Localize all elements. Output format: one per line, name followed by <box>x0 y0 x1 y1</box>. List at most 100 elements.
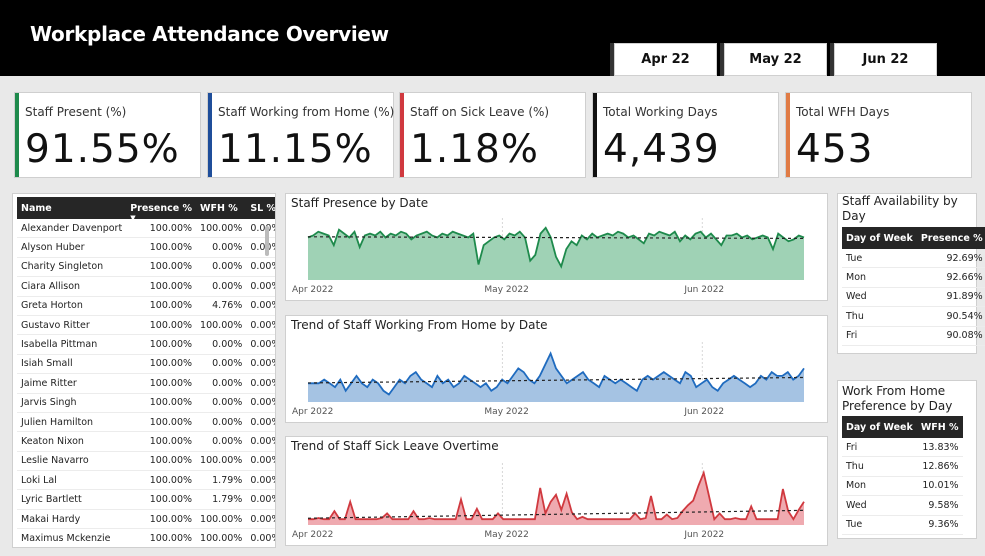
cell-value: 0.00% <box>246 219 275 239</box>
table-row[interactable]: Mon 10.01% <box>842 476 963 497</box>
cell-label: Leslie Navarro <box>17 451 127 472</box>
cell-label: Wed <box>842 495 917 516</box>
cell-value: 100.00% <box>126 509 197 530</box>
table-row[interactable]: Fri 90.08% <box>842 326 985 346</box>
kpi-accent-bar <box>400 93 404 177</box>
cell-label: Wed <box>842 287 917 308</box>
kpi-accent-bar <box>15 93 19 177</box>
cell-label: Mon <box>842 267 917 288</box>
page-title: Workplace Attendance Overview <box>30 22 389 46</box>
wfh-chart: Apr 2022 May 2022 Jun 2022 <box>292 342 805 417</box>
cell-value: 0.00% <box>196 257 247 278</box>
cell-label: Ciara Allison <box>17 276 127 297</box>
cell-label: Maximus Mckenzie <box>17 528 127 547</box>
cell-value: 100.00% <box>126 276 197 297</box>
cell-value: 0.00% <box>196 431 247 452</box>
cell-value: 0.00% <box>196 412 247 433</box>
cell-value: 0.00% <box>196 334 247 355</box>
cell-value: 0.00% <box>246 412 275 433</box>
col-day-header[interactable]: Day of Week <box>842 416 917 438</box>
col-day-header[interactable]: Day of Week <box>842 227 917 249</box>
table-row[interactable]: Wed 9.58% <box>842 495 963 516</box>
kpi-working-days: Total Working Days 4,439 <box>592 92 779 178</box>
x-tick-label: Jun 2022 <box>683 530 724 540</box>
cell-value: 100.00% <box>196 509 247 530</box>
cell-label: Keaton Nixon <box>17 431 127 452</box>
kpi-label: Staff on Sick Leave (%) <box>410 105 550 119</box>
table-row[interactable]: Tue 92.69% <box>842 249 985 269</box>
x-tick-label: May 2022 <box>484 530 528 540</box>
col-presence-header[interactable]: ▼ Presence % <box>126 197 197 222</box>
cell-value: 0.00% <box>246 296 275 316</box>
month-filter-may[interactable]: May 22 <box>724 43 827 76</box>
cell-value: 100.00% <box>196 219 247 239</box>
cell-label: Gustavo Ritter <box>17 315 127 336</box>
cell-value: 0.00% <box>246 354 275 375</box>
cell-value: 0.00% <box>196 393 247 413</box>
kpi-label: Total Working Days <box>603 105 718 119</box>
cell-value: 0.00% <box>246 373 275 394</box>
cell-value: 100.00% <box>126 431 197 452</box>
month-filter-apr[interactable]: Apr 22 <box>614 43 717 76</box>
x-tick-label: Apr 2022 <box>292 530 333 540</box>
cell-label: Julien Hamilton <box>17 412 127 433</box>
table-header-row: Day of Week WFH % <box>842 416 963 438</box>
cell-label: Jaime Ritter <box>17 373 127 394</box>
kpi-accent-bar <box>593 93 597 177</box>
col-presence-header[interactable]: Presence % <box>916 227 985 249</box>
cell-label: Jarvis Singh <box>17 393 127 413</box>
cell-value: 0.00% <box>196 276 247 297</box>
col-name-header[interactable]: Name <box>17 197 127 219</box>
x-tick-label: Jun 2022 <box>683 407 724 417</box>
col-wfh-header[interactable]: WFH % <box>196 197 247 219</box>
table-row[interactable]: Thu 90.54% <box>842 306 985 327</box>
cell-label: Isiah Small <box>17 354 127 375</box>
cell-value: 100.00% <box>196 451 247 472</box>
sort-desc-icon: ▼ <box>130 213 136 222</box>
table-scrollbar[interactable] <box>265 226 269 256</box>
cell-label: Alyson Huber <box>17 237 127 258</box>
table-row[interactable]: Tue 9.36% <box>842 515 963 535</box>
table-row[interactable]: Thu 12.86% <box>842 456 963 477</box>
cell-value: 10.01% <box>916 476 963 497</box>
cell-value: 100.00% <box>196 315 247 336</box>
table-row[interactable]: Wed 91.89% <box>842 287 985 308</box>
col-sl-header[interactable]: SL % <box>246 197 275 219</box>
trend-line <box>307 236 805 240</box>
area-fill <box>308 227 804 280</box>
cell-label: Charity Singleton <box>17 257 127 278</box>
kpi-wfh-days: Total WFH Days 453 <box>785 92 972 178</box>
kpi-accent-bar <box>208 93 212 177</box>
cell-value: 100.00% <box>126 315 197 336</box>
kpi-staff-present: Staff Present (%) 91.55% <box>14 92 201 178</box>
cell-value: 0.00% <box>246 257 275 278</box>
cell-value: 100.00% <box>126 334 197 355</box>
wfh-preference-title: Work From Home Preference by Day <box>842 384 953 413</box>
table-row[interactable]: Mon 92.66% <box>842 267 985 288</box>
col-presence-label: Presence % <box>130 202 193 214</box>
series-line <box>307 226 805 269</box>
cell-value: 12.86% <box>916 456 963 477</box>
col-wfh-header[interactable]: WFH % <box>916 416 963 438</box>
cell-value: 100.00% <box>126 373 197 394</box>
month-filter-jun[interactable]: Jun 22 <box>834 43 937 76</box>
table-row[interactable]: Fri 13.83% <box>842 438 963 458</box>
kpi-value: 1.18% <box>410 127 539 172</box>
